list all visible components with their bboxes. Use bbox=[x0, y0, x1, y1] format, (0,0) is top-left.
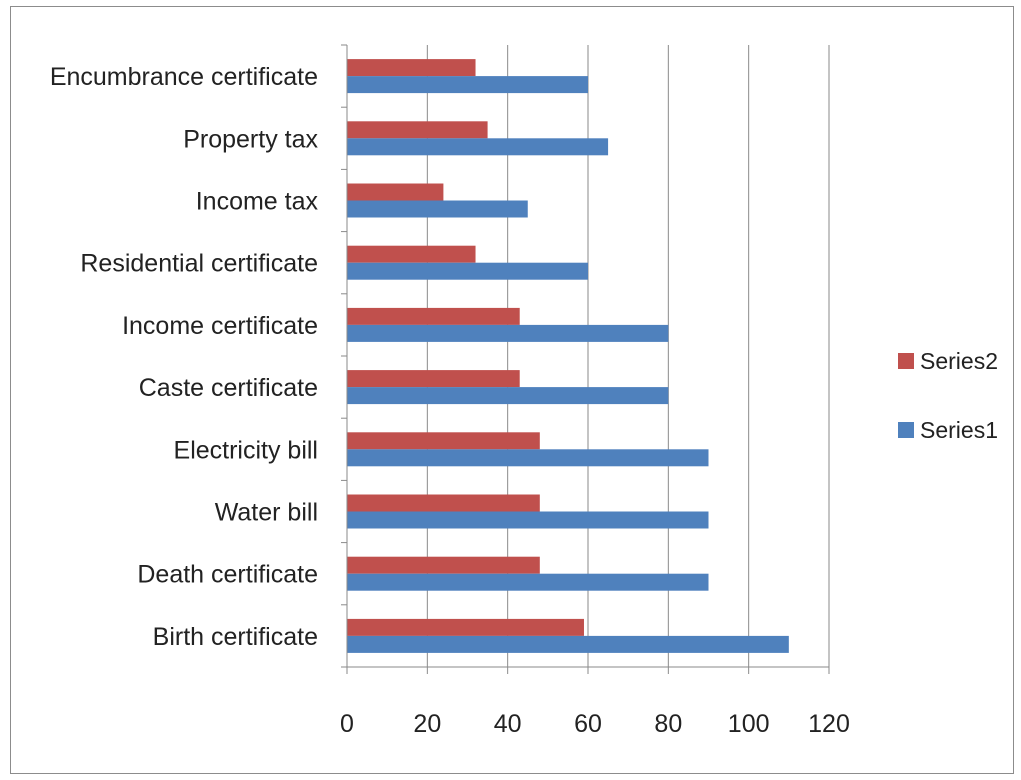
bar-series2-income-tax bbox=[347, 183, 444, 201]
legend-label-series2: Series2 bbox=[920, 348, 998, 374]
legend-label-series1: Series1 bbox=[920, 417, 998, 443]
bars bbox=[347, 59, 789, 653]
x-tick-label-120: 120 bbox=[808, 710, 850, 738]
bar-series2-residential-certificate bbox=[347, 245, 476, 263]
bar-series1-income-certificate bbox=[347, 324, 669, 342]
category-label-water-bill: Water bill bbox=[215, 499, 318, 527]
bar-series1-property-tax bbox=[347, 138, 609, 156]
bar-series1-electricity-bill bbox=[347, 449, 709, 467]
x-tick-label-60: 60 bbox=[574, 710, 602, 738]
bar-series1-residential-certificate bbox=[347, 262, 588, 280]
x-tick-labels: 0 20 40 60 80 100 120 bbox=[340, 710, 850, 738]
category-labels: Birth certificate Death certificate Water … bbox=[50, 63, 319, 651]
bar-series1-death-certificate bbox=[347, 573, 709, 591]
bar-series1-water-bill bbox=[347, 511, 709, 529]
category-label-income-certificate: Income certificate bbox=[122, 312, 318, 340]
x-tick-label-100: 100 bbox=[728, 710, 770, 738]
category-label-residential-certificate: Residential certificate bbox=[80, 250, 318, 278]
category-label-caste-certificate: Caste certificate bbox=[139, 374, 318, 402]
category-label-death-certificate: Death certificate bbox=[137, 561, 318, 589]
category-label-birth-certificate: Birth certificate bbox=[153, 623, 318, 651]
bar-series2-property-tax bbox=[347, 121, 488, 139]
x-tick-label-40: 40 bbox=[494, 710, 522, 738]
bar-series2-birth-certificate bbox=[347, 618, 584, 636]
x-tick-label-20: 20 bbox=[413, 710, 441, 738]
bar-series1-caste-certificate bbox=[347, 387, 669, 405]
category-label-property-tax: Property tax bbox=[183, 125, 318, 153]
category-label-income-tax: Income tax bbox=[196, 188, 319, 216]
bar-series2-income-certificate bbox=[347, 307, 520, 325]
bar-series1-encumbrance-certificate bbox=[347, 76, 588, 94]
legend-swatch-series1 bbox=[898, 422, 914, 438]
x-tick-label-80: 80 bbox=[654, 710, 682, 738]
legend-swatch-series2 bbox=[898, 353, 914, 369]
bar-series2-electricity-bill bbox=[347, 432, 540, 450]
bar-series2-encumbrance-certificate bbox=[347, 59, 476, 77]
category-label-encumbrance-certificate: Encumbrance certificate bbox=[50, 63, 318, 91]
bar-series1-birth-certificate bbox=[347, 635, 789, 653]
bar-series2-death-certificate bbox=[347, 556, 540, 574]
category-label-electricity-bill: Electricity bill bbox=[174, 436, 318, 464]
legend: Series2 Series1 bbox=[898, 348, 998, 443]
bar-series2-caste-certificate bbox=[347, 370, 520, 388]
bar-series2-water-bill bbox=[347, 494, 540, 512]
bar-series1-income-tax bbox=[347, 200, 528, 218]
axes bbox=[341, 44, 830, 674]
x-tick-label-0: 0 bbox=[340, 710, 354, 738]
